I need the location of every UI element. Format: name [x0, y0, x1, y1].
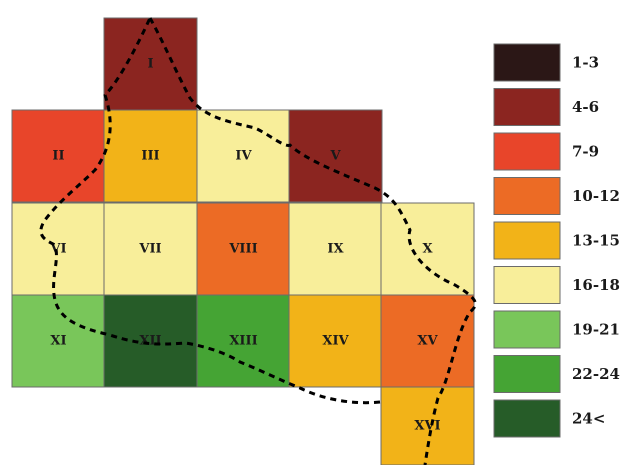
- legend-label: 19-21: [572, 321, 620, 339]
- grid-cell: VII: [103, 202, 198, 296]
- grid-cell-label: X: [422, 242, 433, 257]
- legend-item: 10-12: [493, 177, 620, 215]
- legend-label: 16-18: [572, 276, 620, 294]
- grid-cell-label: XVI: [414, 419, 440, 434]
- grid-cell-fill: [288, 202, 383, 296]
- grid-cell-label: VIII: [228, 242, 257, 257]
- grid-cell-label: VII: [138, 242, 161, 257]
- grid-cell-fill: [196, 109, 291, 203]
- grid-cell-label: V: [329, 149, 341, 164]
- legend-label: 1-3: [572, 54, 599, 72]
- grid-cell-label: XII: [139, 334, 161, 349]
- legend-swatch: [493, 221, 561, 260]
- legend-item: 1-3: [493, 43, 599, 82]
- grid-cell-fill: [11, 109, 106, 203]
- grid-cell-label: XI: [50, 334, 66, 349]
- grid-cell: XVI: [380, 386, 475, 465]
- grid-cell: VIII: [196, 202, 291, 296]
- grid-cell: XIII: [196, 294, 291, 388]
- grid-cell-label: IX: [327, 242, 344, 257]
- grid-cell-fill: [103, 17, 198, 111]
- legend-item: 4-6: [493, 88, 599, 126]
- grid-cell-label: II: [52, 149, 64, 164]
- legend-swatch: [493, 266, 561, 304]
- legend-swatch: [493, 355, 561, 393]
- grid-cell: V: [288, 109, 383, 203]
- grid-cell: XII: [103, 294, 198, 388]
- grid-cell: XI: [11, 294, 106, 388]
- grid-cell-fill: [11, 202, 106, 296]
- grid-cell-fill: [288, 294, 383, 388]
- legend-item: 19-21: [493, 310, 620, 349]
- grid-cell-fill: [103, 294, 198, 388]
- legend-label: 13-15: [572, 232, 620, 250]
- legend-swatch: [493, 177, 561, 215]
- legend-label: 22-24: [572, 365, 620, 383]
- legend-swatch: [493, 310, 561, 349]
- grid-cell: IV: [196, 109, 291, 203]
- legend-label: 7-9: [572, 143, 599, 161]
- legend-swatch: [493, 132, 561, 171]
- grid-cell-fill: [196, 202, 291, 296]
- grid-cell: XIV: [288, 294, 383, 388]
- grid-cell: VI: [11, 202, 106, 296]
- grid-cell-label: IV: [235, 149, 252, 164]
- grid-cell-label: XV: [417, 334, 438, 349]
- legend-label: 4-6: [572, 98, 599, 116]
- legend-swatch: [493, 399, 561, 438]
- legend-item: 24<: [493, 399, 605, 438]
- legend: 1-3 4-6 7-9 10-12 13-15 16-18 19-21 22-24 24<: [493, 43, 620, 438]
- grid-cell: II: [11, 109, 106, 203]
- grid-cell-fill: [380, 386, 475, 465]
- legend-swatch: [493, 43, 561, 82]
- grid-cell-fill: [103, 109, 198, 203]
- legend-item: 16-18: [493, 266, 620, 304]
- grid-cell-fill: [196, 294, 291, 388]
- legend-item: 22-24: [493, 355, 620, 393]
- grid-cell-fill: [103, 202, 198, 296]
- grid-cell: I: [103, 17, 198, 111]
- legend-label: 24<: [572, 410, 605, 428]
- grid-cell: IX: [288, 202, 383, 296]
- grid-cell-label: XIV: [322, 334, 349, 349]
- legend-label: 10-12: [572, 187, 620, 205]
- grid-cell: III: [103, 109, 198, 203]
- legend-swatch: [493, 88, 561, 126]
- grid-cell-label: XIII: [229, 334, 257, 349]
- grid-cell: X: [380, 202, 475, 296]
- boundary-outline: [39, 17, 477, 465]
- legend-item: 7-9: [493, 132, 599, 171]
- grid-cell-fill: [11, 294, 106, 388]
- grid-cell-label: I: [147, 57, 153, 72]
- legend-item: 13-15: [493, 221, 620, 260]
- grid-cell-label: III: [141, 149, 159, 164]
- grid-cell: XV: [380, 294, 475, 388]
